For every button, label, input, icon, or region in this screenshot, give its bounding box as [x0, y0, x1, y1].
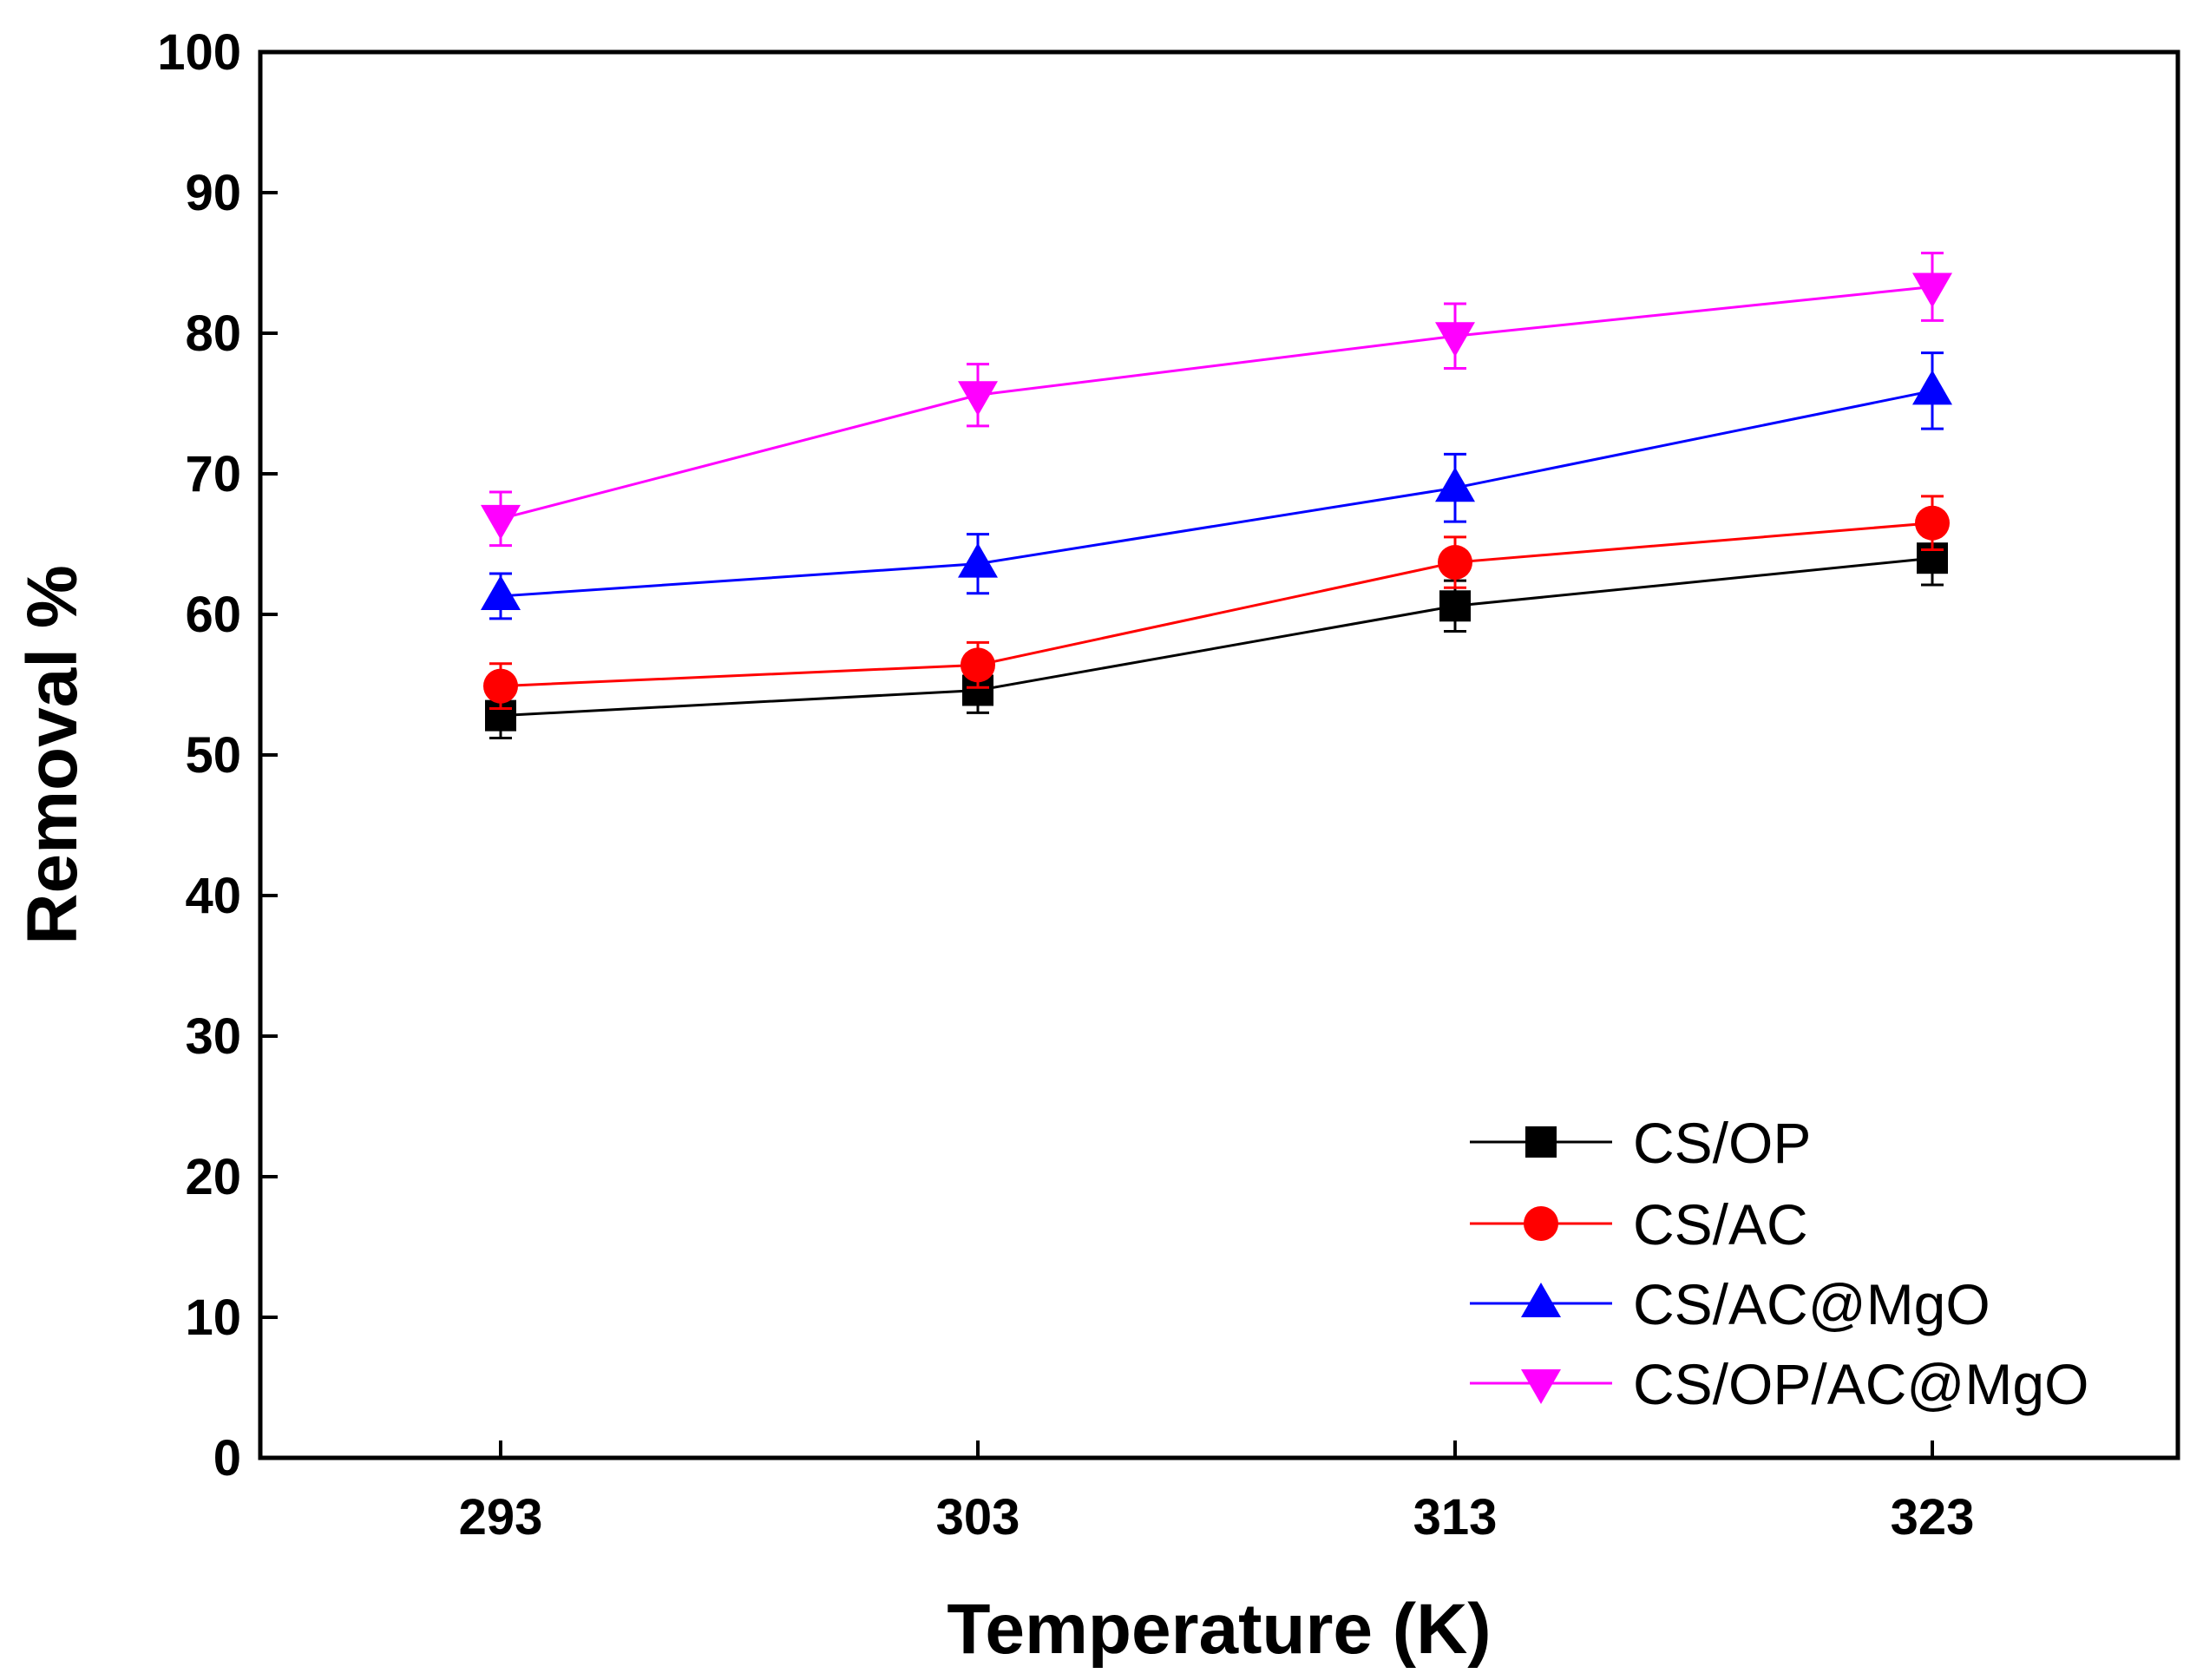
data-point-cs-op-ac-mgo — [958, 381, 998, 417]
series-line-cs-op — [500, 556, 1933, 718]
data-point-cs-op-ac-mgo — [1435, 322, 1475, 358]
y-tick-label-60: 60 — [185, 587, 241, 643]
x-tick-label-323: 323 — [1891, 1489, 1975, 1545]
y-tick-label-10: 10 — [185, 1290, 241, 1346]
y-tick-label-70: 70 — [185, 446, 241, 502]
data-point-cs-op-ac-mgo — [1912, 272, 1952, 308]
data-point-cs-ac-mgo — [958, 542, 998, 578]
data-point-cs-op — [1439, 590, 1471, 622]
y-axis-title: Removal % — [13, 565, 92, 945]
series-cs-ac-mgo — [481, 351, 1952, 620]
y-tick-label-0: 0 — [213, 1430, 241, 1486]
x-tick-label-313: 313 — [1413, 1489, 1498, 1545]
series-line-cs-op-ac-mgo — [500, 285, 1933, 521]
y-tick-label-90: 90 — [185, 165, 241, 221]
series-line-cs-ac — [500, 522, 1933, 688]
legend-marker-cs-op — [1525, 1126, 1557, 1158]
series-cs-ac — [483, 495, 1950, 711]
data-point-cs-ac-mgo — [1912, 370, 1952, 405]
y-tick-label-100: 100 — [157, 24, 241, 81]
y-tick-label-30: 30 — [185, 1008, 241, 1065]
legend-label-cs-ac-mgo: CS/AC@MgO — [1633, 1272, 1990, 1336]
series-cs-op-ac-mgo — [481, 252, 1952, 548]
legend-label-cs-op-ac-mgo: CS/OP/AC@MgO — [1633, 1352, 2088, 1416]
series-line-cs-ac-mgo — [500, 389, 1933, 598]
legend-marker-cs-op-ac-mgo — [1521, 1369, 1561, 1404]
data-point-cs-ac — [483, 668, 518, 704]
data-point-cs-ac-mgo — [481, 574, 521, 610]
legend-label-cs-op: CS/OP — [1633, 1111, 1811, 1175]
x-tick-label-293: 293 — [459, 1489, 543, 1545]
data-point-cs-ac-mgo — [1435, 467, 1475, 502]
legend-marker-cs-ac — [1524, 1206, 1558, 1241]
legend-marker-cs-ac-mgo — [1521, 1283, 1561, 1317]
data-point-cs-ac — [1438, 545, 1472, 581]
x-axis-title: Temperature (K) — [947, 1590, 1491, 1669]
legend-label-cs-ac: CS/AC — [1633, 1192, 1808, 1257]
y-tick-label-40: 40 — [185, 868, 241, 924]
data-point-cs-ac — [961, 647, 995, 683]
y-tick-label-50: 50 — [185, 727, 241, 784]
data-point-cs-op-ac-mgo — [481, 504, 521, 540]
y-tick-label-80: 80 — [185, 305, 241, 362]
y-tick-label-20: 20 — [185, 1149, 241, 1205]
x-tick-label-303: 303 — [936, 1489, 1020, 1545]
data-point-cs-ac — [1915, 505, 1950, 541]
